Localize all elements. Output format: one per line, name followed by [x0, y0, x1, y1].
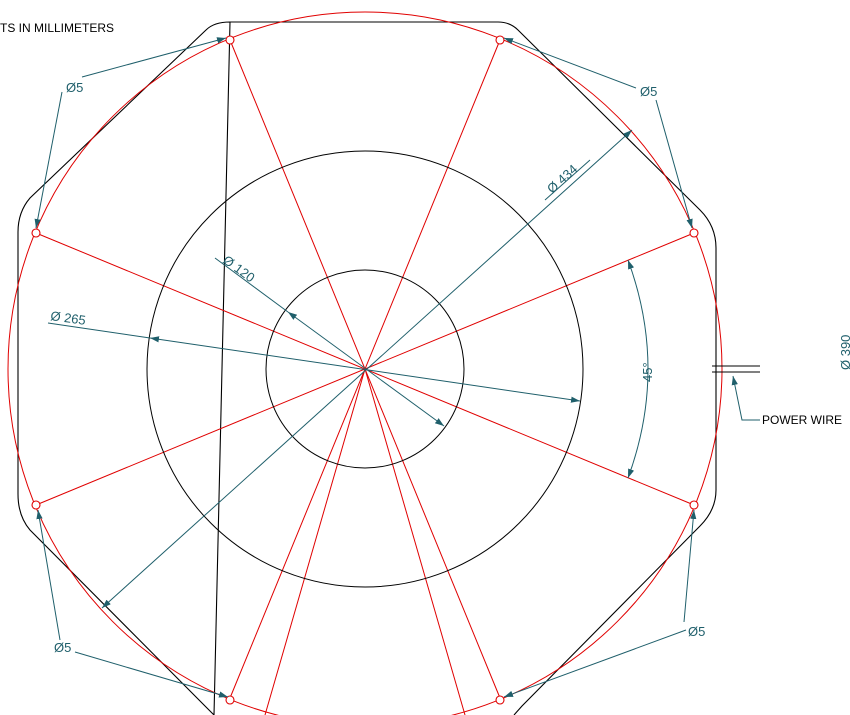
inner-diameter-leader	[214, 257, 289, 313]
bolt-hole	[225, 695, 235, 705]
hole-bl-leader-2	[36, 509, 61, 641]
outer-diameter-label: Ø 434	[544, 161, 580, 196]
bolt-hole	[31, 228, 41, 238]
hole-br-leader-2	[683, 509, 697, 623]
inner-diameter-dimline	[287, 311, 445, 427]
middle-diameter-dimline	[149, 336, 581, 403]
power-wire-stub	[712, 365, 760, 373]
bolt-circle	[7, 11, 723, 715]
partial-diameter-label: Ø 390	[838, 335, 850, 370]
hole-tl-leader	[81, 37, 227, 78]
units-note: TS IN MILLIMETERS	[0, 21, 114, 35]
hole-label-top-right: Ø5	[640, 84, 657, 99]
middle-diameter-leader	[47, 322, 151, 339]
outer-diameter-leader	[544, 159, 591, 201]
angle-label: 45°	[640, 362, 655, 382]
hole-tr-leader-2	[655, 99, 693, 229]
hole-br-leader	[503, 629, 687, 698]
hole-tl-leader-2	[34, 91, 63, 229]
power-wire-leader	[731, 375, 760, 421]
hole-bl-leader	[74, 651, 229, 698]
hole-label-bottom-right: Ø5	[688, 624, 705, 639]
bolt-hole	[495, 35, 505, 45]
hole-label-top-left: Ø5	[66, 80, 83, 95]
inner-diameter-label: Ø 120	[220, 252, 257, 285]
bolt-hole	[689, 500, 699, 510]
bolt-hole	[31, 500, 41, 510]
hole-tr-leader	[503, 37, 637, 89]
dimension-lines	[34, 37, 760, 698]
octagon-outline	[17, 21, 717, 715]
power-wire-label: POWER WIRE	[762, 413, 842, 427]
centerlines	[35, 39, 695, 715]
middle-diameter-label: Ø 265	[50, 308, 87, 328]
bolt-holes	[31, 35, 699, 705]
angle-arc	[627, 259, 649, 479]
hole-label-bottom-left: Ø5	[54, 640, 71, 655]
outer-diameter-dimline	[101, 129, 633, 609]
bolt-hole	[689, 228, 699, 238]
bolt-hole	[225, 35, 235, 45]
bolt-hole	[495, 695, 505, 705]
